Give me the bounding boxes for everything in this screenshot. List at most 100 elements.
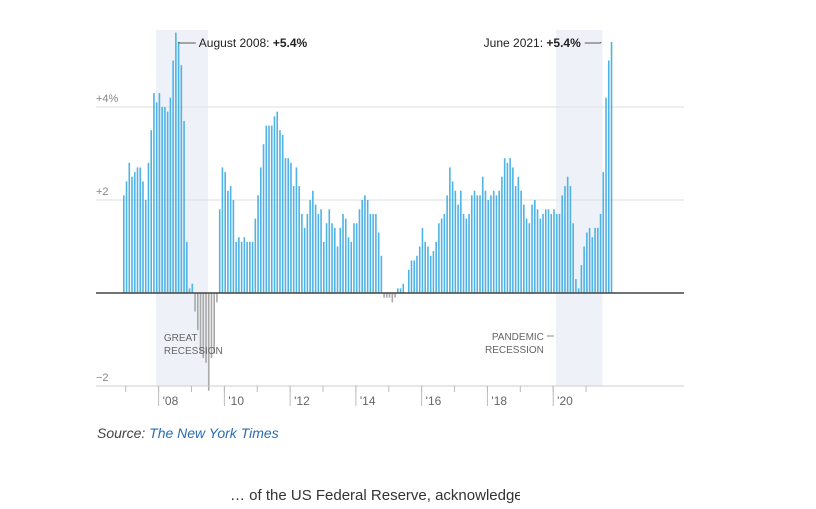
bar bbox=[503, 158, 506, 293]
bar bbox=[229, 186, 232, 293]
bar bbox=[462, 213, 465, 293]
y-tick-label: −2 bbox=[96, 372, 109, 384]
chart: +4% +2 −2 '08 '10 '12 '14 '16 '18 '20 GREAT RECES… bbox=[96, 30, 684, 408]
bar bbox=[523, 204, 525, 293]
bar bbox=[536, 209, 539, 293]
bar bbox=[355, 223, 358, 293]
bar bbox=[561, 195, 563, 293]
bar bbox=[501, 176, 503, 293]
bar bbox=[539, 218, 542, 293]
bar bbox=[166, 111, 169, 294]
bar bbox=[388, 293, 391, 298]
bar bbox=[591, 237, 594, 293]
bar bbox=[301, 213, 303, 293]
bar bbox=[490, 195, 492, 293]
x-tick-label: '12 bbox=[294, 394, 310, 408]
recession-label: RECESSION bbox=[485, 345, 544, 356]
bar bbox=[202, 293, 205, 359]
recession-label: PANDEMIC bbox=[492, 332, 544, 343]
x-tick-label: '14 bbox=[360, 394, 376, 408]
annotations: August 2008: +5.4% June 2021: +5.4% bbox=[178, 36, 602, 50]
source-publisher-link[interactable]: The New York Times bbox=[149, 425, 279, 441]
bar bbox=[224, 172, 226, 293]
bar bbox=[454, 190, 457, 293]
bar bbox=[484, 190, 487, 293]
bar bbox=[470, 195, 473, 293]
bar bbox=[512, 167, 514, 293]
bar bbox=[514, 186, 517, 293]
bar bbox=[342, 213, 344, 293]
bar bbox=[413, 260, 416, 293]
bar bbox=[602, 172, 605, 293]
bar bbox=[594, 227, 596, 293]
bar bbox=[287, 158, 289, 293]
bar bbox=[531, 204, 533, 293]
bar bbox=[498, 190, 500, 293]
bar bbox=[147, 162, 150, 293]
bar bbox=[369, 213, 372, 293]
bar bbox=[438, 223, 440, 293]
recession-label: GREAT bbox=[164, 333, 198, 344]
bar bbox=[380, 255, 383, 293]
bar bbox=[547, 209, 550, 293]
bar bbox=[303, 227, 306, 293]
bar bbox=[175, 32, 177, 293]
bar bbox=[407, 269, 410, 293]
bar bbox=[555, 213, 558, 293]
bar bbox=[336, 246, 339, 293]
bar bbox=[597, 227, 599, 293]
gridlines bbox=[96, 106, 684, 201]
bar bbox=[575, 279, 577, 293]
bar bbox=[243, 237, 246, 293]
bar bbox=[542, 213, 544, 293]
bar bbox=[564, 186, 566, 293]
bar bbox=[172, 60, 174, 293]
bar bbox=[125, 181, 128, 293]
bar bbox=[402, 283, 405, 293]
bar bbox=[528, 223, 531, 293]
bar bbox=[481, 176, 484, 293]
bar bbox=[429, 255, 432, 293]
bar bbox=[558, 213, 561, 293]
partial-article-text: … of the US Federal Reserve, acknowledge… bbox=[230, 487, 520, 504]
bar bbox=[183, 120, 185, 293]
bar bbox=[309, 200, 311, 293]
bar bbox=[495, 195, 498, 293]
bar bbox=[131, 176, 133, 293]
bar bbox=[391, 293, 394, 303]
bar bbox=[260, 167, 262, 293]
bar bbox=[476, 195, 479, 293]
bar bbox=[451, 181, 454, 293]
bar bbox=[361, 200, 363, 293]
bar bbox=[397, 288, 399, 293]
bar bbox=[399, 288, 402, 293]
bar bbox=[290, 162, 292, 293]
bar bbox=[323, 241, 325, 293]
bar bbox=[161, 107, 163, 293]
annotation-label: August 2008: +5.4% bbox=[199, 36, 308, 50]
bar bbox=[517, 176, 520, 293]
bar bbox=[553, 209, 555, 293]
bar bbox=[295, 167, 298, 293]
y-tick-label: +4% bbox=[96, 93, 119, 105]
bar bbox=[372, 213, 374, 293]
bar bbox=[312, 190, 314, 293]
annotation-value: +5.4% bbox=[273, 36, 308, 50]
bar bbox=[257, 195, 259, 293]
bar bbox=[328, 209, 331, 293]
bar bbox=[216, 293, 218, 303]
bar bbox=[164, 107, 166, 293]
bar bbox=[158, 93, 161, 293]
source-prefix: Source: bbox=[97, 425, 146, 441]
bar bbox=[377, 232, 380, 293]
bar bbox=[534, 200, 536, 293]
bar bbox=[306, 213, 309, 293]
bar bbox=[586, 232, 588, 293]
bar bbox=[265, 125, 268, 293]
bar bbox=[424, 241, 426, 293]
bar bbox=[572, 223, 574, 293]
bar bbox=[298, 186, 300, 293]
bar bbox=[588, 227, 591, 293]
bar bbox=[205, 293, 207, 363]
bar bbox=[386, 293, 388, 298]
